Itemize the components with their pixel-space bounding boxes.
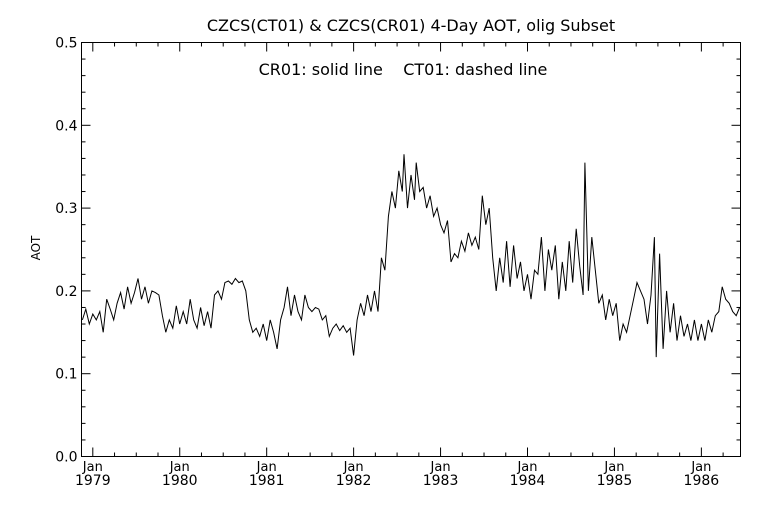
x-tick-year: 1984	[510, 473, 546, 489]
x-tick-month: Jan	[690, 460, 711, 475]
x-axis-ticks: Jan1979Jan1980Jan1981Jan1982Jan1983Jan19…	[75, 42, 724, 489]
x-tick-month: Jan	[430, 460, 451, 475]
x-tick-year: 1982	[336, 473, 372, 489]
y-axis-ticks: 0.0 0.1 0.2 0.3 0.4 0.5	[55, 36, 741, 466]
y-tick-label: 0.4	[55, 118, 77, 134]
series-line-cr01	[81, 154, 741, 358]
series-layer	[81, 154, 741, 358]
y-tick-label: 0.3	[55, 201, 77, 217]
y-tick-label: 0.2	[55, 284, 77, 300]
y-tick-label: 0.5	[55, 36, 77, 52]
x-tick-year: 1986	[684, 473, 720, 489]
y-tick-label: 0.1	[55, 367, 77, 383]
x-tick-month: Jan	[169, 460, 190, 475]
x-tick-year: 1979	[75, 473, 111, 489]
chart-title: CZCS(CT01) & CZCS(CR01) 4-Day AOT, olig …	[207, 16, 615, 35]
legend-annotation: CR01: solid line CT01: dashed line	[259, 60, 548, 79]
x-tick-year: 1980	[162, 473, 198, 489]
x-tick-month: Jan	[343, 460, 364, 475]
x-tick-year: 1983	[423, 473, 459, 489]
x-tick-month: Jan	[603, 460, 624, 475]
x-tick-year: 1985	[597, 473, 633, 489]
y-axis-label: AOT	[29, 235, 43, 260]
x-tick-year: 1981	[249, 473, 285, 489]
x-tick-month: Jan	[516, 460, 537, 475]
x-tick-month: Jan	[82, 460, 103, 475]
y-tick-label: 0.0	[55, 450, 77, 466]
plot-frame	[81, 42, 741, 457]
x-tick-month: Jan	[256, 460, 277, 475]
